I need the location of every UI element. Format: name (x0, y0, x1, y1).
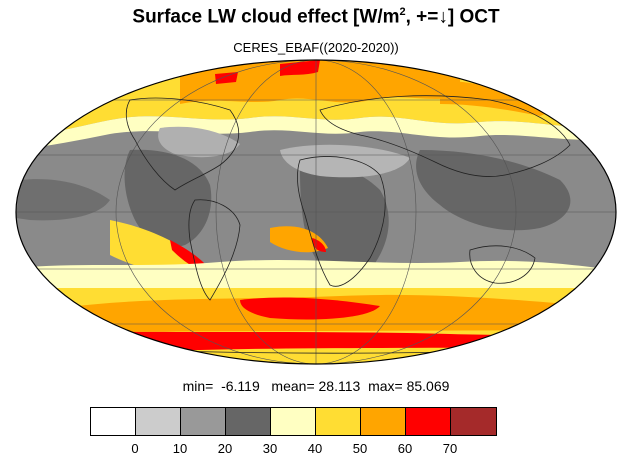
map-title: Surface LW cloud effect [W/m2, +=↓] OCT (0, 6, 632, 28)
globe-outline (15, 59, 617, 365)
field-north-orange-2 (440, 80, 560, 116)
colorbar-box-4 (271, 408, 316, 435)
field-dark-americas (124, 149, 212, 248)
stats-mean-value: 28.113 (318, 378, 361, 394)
field-light-north-america (158, 126, 240, 158)
stats-mean-label: mean= (271, 378, 315, 394)
field-north-red-2 (215, 72, 238, 84)
title-superscript: 2 (399, 6, 406, 18)
field-south-atlantic-red (312, 238, 326, 252)
coast-eurasia (319, 95, 571, 177)
coast-north-america (125, 97, 239, 191)
colorbar-tick-label: 70 (442, 441, 458, 456)
field-north-red (280, 60, 320, 76)
map-subtitle: CERES_EBAF((2020-2020)) (233, 40, 399, 55)
colorbar-tick-label: 0 (131, 441, 139, 456)
stats-min-value: -6.119 (221, 378, 260, 394)
colorbar-tick-label: 50 (352, 441, 368, 456)
colorbar-box-5 (316, 408, 361, 435)
colorbar-tick-label: 40 (307, 441, 323, 456)
colorbar-tick-label: 30 (262, 441, 278, 456)
field-south-red-band (30, 330, 610, 351)
colorbar-box-1 (136, 408, 181, 435)
colorbar-box-6 (361, 408, 406, 435)
colorbar-box-3 (226, 408, 271, 435)
colorbar-box-8 (451, 408, 496, 435)
field-south-red (240, 297, 380, 320)
stats-max-label: max= (368, 378, 403, 394)
colorbar-tick-label: 20 (217, 441, 233, 456)
colorbar-tick-label: 60 (397, 441, 413, 456)
field-dark-pacific (16, 179, 110, 221)
map-field (16, 60, 616, 364)
field-north-pale (16, 116, 616, 150)
stats-min-label: min= (182, 378, 214, 394)
mollweide-map (15, 59, 617, 365)
colorbar-tick-label: 10 (172, 441, 188, 456)
stats-max-value: 85.069 (406, 378, 450, 394)
colorbar-box-0 (91, 408, 136, 435)
title-text-rest: , +=↓] OCT (405, 6, 500, 28)
coast-south-america (188, 199, 241, 301)
colorbar (90, 407, 497, 436)
field-light-sahara (280, 144, 410, 178)
stats-line: min= -6.119 mean= 28.113 max= 85.069 (0, 378, 632, 394)
title-text: Surface LW cloud effect [W/m (132, 6, 400, 28)
colorbar-box-7 (406, 408, 451, 435)
colorbar-box-2 (181, 408, 226, 435)
coast-africa (297, 156, 386, 287)
coast-australia (469, 245, 536, 284)
graticule (16, 60, 616, 364)
